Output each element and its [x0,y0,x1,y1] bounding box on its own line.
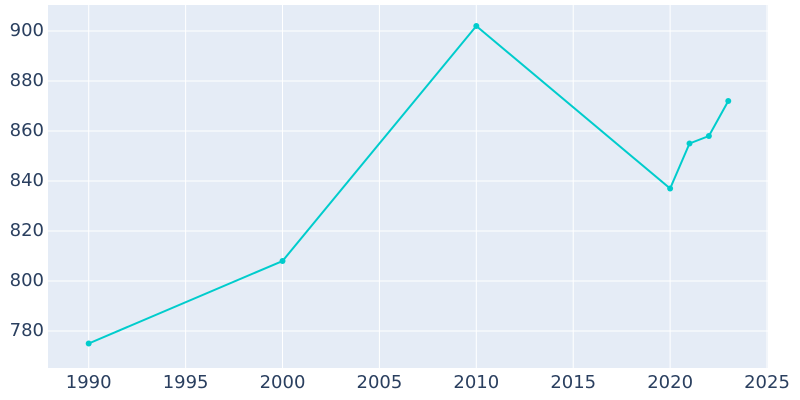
x-tick-label: 2025 [744,372,790,393]
y-tick-label: 800 [10,270,44,291]
y-tick-label: 820 [10,220,44,241]
y-tick-label: 780 [10,320,44,341]
data-point [85,340,92,347]
x-tick-label: 2000 [260,372,306,393]
y-tick-label: 900 [10,20,44,41]
data-point [279,258,286,264]
y-tick-label: 840 [10,170,44,191]
x-tick-label: 1990 [66,372,112,393]
data-point [473,23,480,29]
x-tick-label: 2005 [357,372,403,393]
x-tick-label: 2015 [550,372,596,393]
plot-area [48,5,768,368]
data-point [667,185,674,192]
x-tick-label: 1995 [163,372,209,393]
x-tick-label: 2010 [453,372,499,393]
data-point [686,140,693,147]
data-point [705,133,712,139]
y-tick-label: 860 [10,120,44,141]
y-tick-label: 880 [10,70,44,91]
data-point [725,98,732,104]
x-tick-label: 2020 [647,372,693,393]
